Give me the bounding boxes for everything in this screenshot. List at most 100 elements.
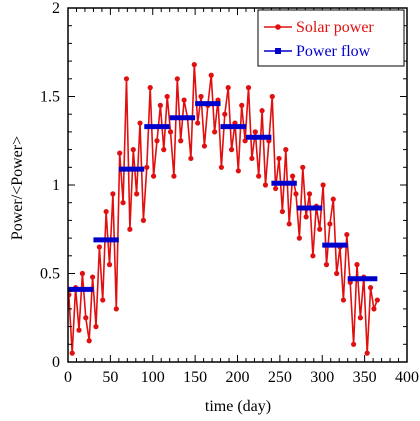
- x-tick-label: 150: [183, 369, 207, 386]
- solar-power-point: [256, 173, 262, 179]
- solar-power-point: [296, 235, 302, 241]
- solar-power-point: [293, 191, 299, 197]
- solar-power-point: [150, 173, 157, 179]
- solar-power-point: [269, 93, 275, 100]
- solar-power-point: [262, 182, 269, 188]
- x-tick-label: 200: [226, 369, 250, 386]
- x-axis-title: time (day): [205, 398, 271, 415]
- solar-power-point: [110, 191, 116, 197]
- solar-power-point: [357, 315, 363, 321]
- solar-power-point: [351, 341, 357, 347]
- solar-power-line: [68, 64, 379, 354]
- solar-power-point: [178, 138, 184, 144]
- x-tick-label: 300: [310, 369, 334, 386]
- solar-power-point: [367, 285, 374, 291]
- solar-power-point: [157, 102, 163, 108]
- solar-power-point: [137, 120, 143, 126]
- solar-power-point: [239, 102, 245, 108]
- y-tick-label: 2: [52, 0, 60, 17]
- solar-power-point: [93, 324, 99, 330]
- solar-power-point: [86, 338, 92, 344]
- legend-flow-label: Power flow: [296, 43, 371, 60]
- solar-power-point: [259, 108, 265, 114]
- x-tick-label: 0: [64, 369, 72, 386]
- solar-power-point: [161, 147, 167, 153]
- solar-power-point: [323, 262, 330, 268]
- x-tick-label: 350: [353, 369, 377, 386]
- plot-area: [68, 62, 380, 356]
- legend: Solar power Power flow: [257, 9, 405, 67]
- solar-power-point: [164, 93, 170, 100]
- solar-power-point: [188, 155, 194, 162]
- solar-power-point: [249, 155, 255, 162]
- solar-power-point: [201, 143, 208, 149]
- solar-power-point: [79, 270, 86, 277]
- solar-power-point: [106, 262, 113, 268]
- solar-power-point: [218, 164, 224, 170]
- solar-power-point: [130, 147, 136, 153]
- solar-power-point: [113, 306, 119, 312]
- solar-power-point: [273, 185, 279, 192]
- legend-flow-marker: [275, 48, 281, 54]
- solar-power-point: [68, 292, 72, 298]
- solar-power-point: [235, 168, 241, 174]
- solar-power-point: [289, 173, 296, 179]
- solar-power-point: [330, 196, 336, 202]
- solar-power-point: [127, 226, 133, 232]
- solar-power-point: [286, 221, 292, 227]
- solar-power-point: [212, 129, 218, 135]
- solar-power-point: [123, 76, 130, 82]
- solar-power-point: [371, 306, 377, 312]
- y-axis-title: Power/<Power>: [9, 136, 26, 240]
- solar-power-point: [303, 214, 309, 220]
- solar-power-point: [83, 315, 89, 321]
- solar-power-point: [252, 129, 258, 135]
- legend-solar-label: Solar power: [296, 19, 374, 36]
- y-tick-label: 0: [52, 354, 60, 371]
- x-tick-label: 50: [102, 369, 118, 386]
- x-tick-label: 400: [395, 369, 419, 386]
- solar-power-point: [198, 93, 204, 100]
- solar-power-point: [364, 350, 370, 356]
- x-tick-label: 250: [268, 369, 292, 386]
- solar-power-point: [76, 327, 82, 333]
- solar-power-point: [327, 221, 333, 227]
- solar-power-point: [310, 253, 316, 259]
- solar-power-point: [374, 297, 380, 303]
- solar-power-point: [117, 150, 123, 156]
- solar-power-point: [174, 76, 180, 82]
- solar-power-point: [147, 85, 153, 91]
- solar-power-point: [103, 208, 109, 215]
- solar-power-point: [225, 85, 231, 91]
- solar-power-point: [154, 138, 160, 144]
- solar-power-point: [340, 297, 347, 303]
- solar-power-point: [354, 262, 360, 268]
- solar-power-point: [320, 182, 326, 188]
- y-tick-label: 0.5: [40, 266, 60, 283]
- solar-power-point: [140, 217, 147, 223]
- solar-power-point: [134, 191, 140, 197]
- solar-power-point: [167, 129, 174, 135]
- solar-power-point: [222, 111, 228, 117]
- solar-power-point: [245, 85, 252, 91]
- legend-box: [257, 9, 405, 67]
- solar-power-point: [334, 270, 340, 277]
- solar-power-point: [306, 191, 313, 197]
- solar-power-point: [228, 147, 235, 153]
- solar-power-point: [279, 208, 286, 215]
- solar-power-point: [208, 72, 214, 78]
- solar-power-point: [283, 147, 289, 153]
- solar-power-point: [300, 164, 306, 170]
- solar-power-point: [144, 164, 150, 170]
- solar-power-point: [120, 200, 126, 206]
- solar-power-point: [89, 274, 96, 280]
- solar-power-point: [344, 231, 350, 238]
- series-group: [68, 62, 380, 356]
- y-tick-label: 1: [52, 177, 60, 194]
- x-tick-label: 100: [141, 369, 165, 386]
- solar-power-point: [276, 155, 282, 162]
- solar-power-point: [69, 350, 75, 356]
- axes: 0 50 100 150 200 250 300 350 400 0 0.5 1 1.5 2: [40, 0, 419, 386]
- solar-power-point: [96, 244, 102, 250]
